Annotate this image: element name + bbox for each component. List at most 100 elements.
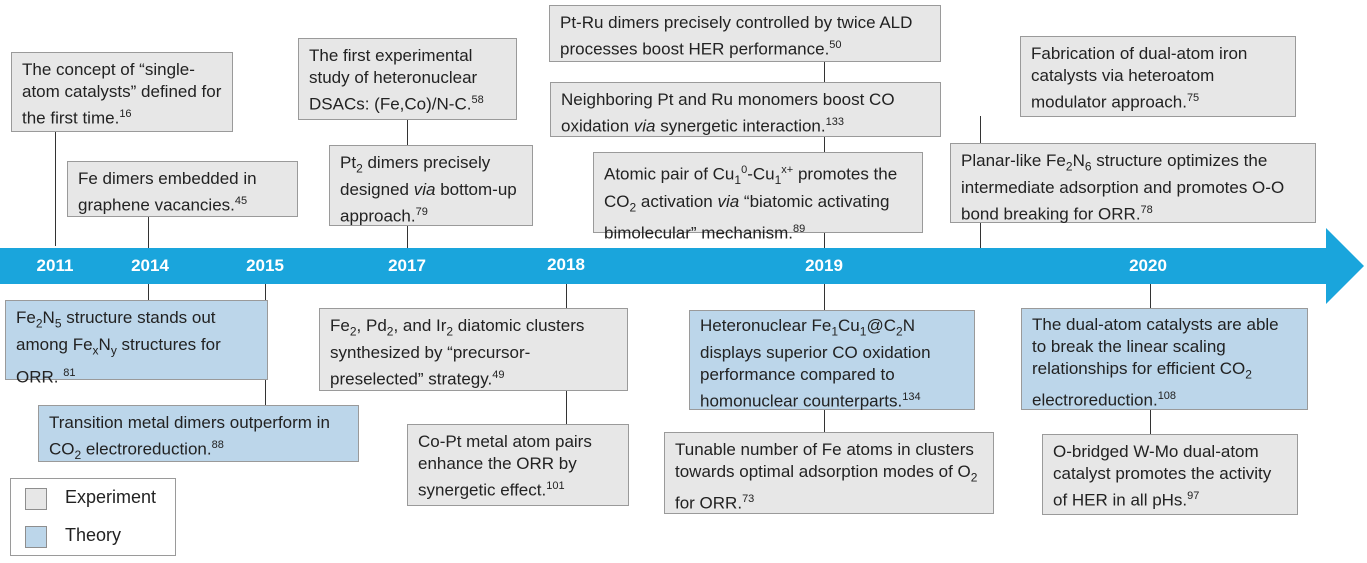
event-subscript: 2	[970, 470, 978, 485]
event-text: Cu	[838, 316, 860, 335]
event-text: Pt	[340, 153, 357, 172]
event-text: structures for ORR.	[16, 335, 221, 387]
legend-swatch-theory	[25, 526, 47, 548]
event-subscript: 1	[734, 173, 742, 188]
event-subscript: 5	[54, 316, 62, 331]
event-text: electroreduction.	[1032, 391, 1158, 411]
event-box-co-pt-pairs: Co-Pt metal atom pairs enhance the ORR b…	[407, 424, 629, 506]
event-ref: 78	[1140, 204, 1153, 217]
connector-2014-top	[148, 216, 149, 248]
event-text: N	[98, 335, 111, 355]
connector-2014-bottom	[148, 284, 149, 301]
connector-2018-bottom-b	[566, 390, 567, 424]
event-ref: 49	[492, 369, 505, 382]
event-subscript: 2	[356, 161, 363, 176]
event-ref: 81	[63, 366, 76, 379]
event-ref: 97	[1187, 490, 1200, 502]
event-text: bottom-up approach.	[340, 180, 517, 227]
connector-2019-top-c	[824, 232, 825, 248]
connector-2018-bottom-a	[566, 284, 567, 309]
event-emphasis: via	[633, 116, 656, 136]
event-text: synergetic interaction.	[655, 116, 826, 136]
connector-2019-top-a	[824, 61, 825, 82]
event-box-fe2n6-structure: Planar-like Fe2N6 structure optimizes th…	[950, 143, 1316, 224]
event-emphasis: via	[717, 192, 740, 212]
event-text: dimers precisely designed	[340, 153, 491, 200]
event-box-transition-metal-dimers: Transition metal dimers outperform in CO…	[38, 405, 359, 462]
event-subscript: 1	[859, 324, 867, 339]
event-subscript: 2	[35, 316, 43, 331]
event-text: electroreduction.	[81, 439, 212, 459]
event-superscript: 0	[741, 164, 748, 176]
event-subscript: 2	[1245, 367, 1252, 382]
connector-2020-bottom-b	[1150, 410, 1151, 434]
event-box-pt-ru-ald: Pt-Ru dimers precisely controlled by twi…	[549, 5, 941, 62]
connector-2011	[55, 131, 56, 246]
connector-2019-bottom-a	[824, 284, 825, 311]
event-ref: 16	[119, 108, 132, 120]
event-ref: 133	[825, 116, 844, 128]
event-text: The dual-atom catalysts are able to brea…	[1032, 315, 1279, 378]
event-subscript: 2	[896, 324, 903, 339]
event-emphasis: via	[413, 180, 436, 200]
event-ref: 50	[829, 39, 842, 51]
event-text: “biatomic activating bimolecular” mechan…	[604, 192, 890, 244]
event-text: N displays superior CO oxidation perform…	[700, 316, 931, 412]
event-ref: 58	[471, 94, 484, 106]
event-text: @C	[866, 316, 896, 335]
year-label-2020: 2020	[1129, 256, 1167, 275]
event-box-single-atom-catalysts: The concept of “single-atom catalysts” d…	[11, 52, 233, 132]
event-text: activation	[636, 192, 718, 212]
event-box-w-mo-dual-atom: O-bridged W-Mo dual-atom catalyst promot…	[1042, 434, 1298, 515]
event-text: Planar-like Fe	[961, 151, 1066, 170]
year-label-2017: 2017	[388, 256, 426, 275]
event-subscript: 2	[74, 448, 82, 463]
event-text: Transition metal dimers outperform in CO	[49, 413, 330, 459]
event-box-cu-atomic-pair: Atomic pair of Cu10-Cu1x+ promotes the C…	[593, 152, 923, 243]
event-subscript: 2	[446, 324, 454, 339]
event-text: structure stands out among Fe	[16, 308, 216, 355]
event-ref: 75	[1186, 92, 1200, 104]
event-text: Neighboring Pt and Ru monomers boost CO …	[561, 90, 895, 136]
event-box-heteronuclear-dsacs: The first experimental study of heteronu…	[298, 38, 517, 120]
event-text: Co-Pt metal atom pairs enhance the ORR b…	[418, 432, 592, 500]
year-label-2011: 2011	[36, 256, 74, 275]
event-text: N	[1072, 151, 1085, 170]
event-box-linear-scaling: The dual-atom catalysts are able to brea…	[1021, 308, 1308, 410]
event-text: -Cu	[747, 164, 775, 184]
event-text: Fe dimers embedded in graphene vacancies…	[78, 169, 257, 215]
event-box-heteronuclear-fecu: Heteronuclear Fe1Cu1@C2N displays superi…	[689, 310, 975, 412]
event-subscript: 2	[629, 200, 637, 215]
event-text: diatomic clusters synthesized by “precur…	[330, 316, 585, 390]
event-box-tunable-fe-clusters: Tunable number of Fe atoms in clusters t…	[664, 432, 994, 514]
event-ref: 73	[742, 493, 755, 506]
legend-label-experiment: Experiment	[65, 487, 157, 507]
event-text: Heteronuclear Fe	[700, 316, 832, 335]
year-label-2018: 2018	[547, 255, 585, 274]
event-ref: 134	[902, 391, 921, 404]
event-text: Fe	[330, 316, 350, 335]
event-subscript: 2	[349, 324, 357, 339]
timeline-arrow-shape	[0, 228, 1364, 304]
event-text: Pt-Ru dimers precisely controlled by twi…	[560, 13, 913, 59]
event-subscript: 1	[831, 324, 839, 339]
event-text: , Pd	[356, 316, 387, 335]
connector-2017-top-a	[407, 119, 408, 145]
connector-2020-top-b	[980, 222, 981, 248]
event-text: , and Ir	[393, 316, 447, 335]
year-label-2015: 2015	[246, 256, 284, 275]
event-text: Fe	[16, 308, 36, 327]
timeline-arrow	[0, 228, 1364, 304]
event-text: Tunable number of Fe atoms in clusters t…	[675, 440, 974, 481]
event-text: N	[42, 308, 55, 327]
event-box-fe2n5-structure: Fe2N5 structure stands out among FexNy s…	[5, 300, 268, 386]
event-subscript: 6	[1084, 159, 1092, 174]
event-ref: 108	[1157, 390, 1177, 403]
event-box-fe-dimers: Fe dimers embedded in graphene vacancies…	[67, 161, 298, 217]
event-ref: 101	[546, 480, 565, 492]
event-box-dual-atom-iron: Fabrication of dual-atom iron catalysts …	[1020, 36, 1296, 117]
event-subscript: x	[92, 343, 99, 358]
event-text: O-bridged W-Mo dual-atom catalyst promot…	[1053, 442, 1272, 510]
connector-2020-top-a	[980, 116, 981, 143]
event-box-diatomic-clusters: Fe2, Pd2, and Ir2 diatomic clusters synt…	[319, 308, 628, 391]
